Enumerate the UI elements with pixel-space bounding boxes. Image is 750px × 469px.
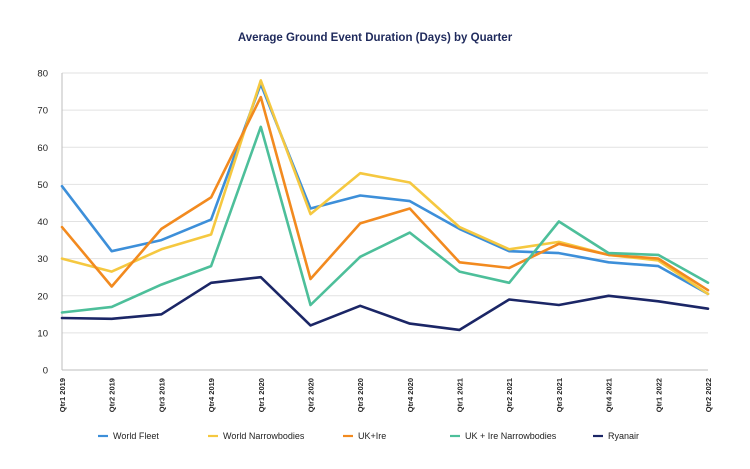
y-tick-label: 50 [37, 180, 48, 191]
x-tick-label: Qtr1 2022 [654, 378, 663, 412]
x-tick-label: Qtr1 2021 [456, 378, 465, 412]
x-tick-label: Qtr4 2019 [207, 378, 216, 412]
x-tick-label: Qtr2 2019 [108, 378, 117, 412]
x-tick-label: Qtr3 2020 [356, 378, 365, 412]
series-line-uk-ire-narrowbodies [60, 125, 710, 314]
x-tick-label: Qtr2 2022 [704, 378, 713, 412]
legend-label: UK + Ire Narrowbodies [465, 431, 557, 441]
x-tick-label: Qtr1 2019 [58, 378, 67, 412]
grid [61, 72, 708, 371]
series-line-ryanair [60, 275, 710, 332]
y-tick-label: 10 [37, 328, 48, 339]
legend-label: World Narrowbodies [223, 431, 305, 441]
legend: World Fleet World Narrowbodies UK+Ire UK + … [98, 431, 639, 441]
x-tick-label: Qtr2 2021 [505, 378, 514, 412]
y-tick-label: 30 [37, 254, 48, 265]
y-axis-ticks: 0 10 20 30 40 50 60 70 80 [37, 69, 48, 377]
x-axis-ticks: Qtr1 2019 Qtr2 2019 Qtr3 2019 Qtr4 2019 Qtr1… [58, 378, 713, 412]
x-tick-label: Qtr1 2020 [257, 378, 266, 412]
series-line-uk-ire [60, 95, 710, 292]
y-tick-label: 40 [37, 217, 48, 228]
x-tick-label: Qtr2 2020 [306, 378, 315, 412]
legend-label: World Fleet [113, 431, 159, 441]
y-tick-label: 60 [37, 143, 48, 154]
series-line-world-fleet [60, 82, 710, 296]
x-tick-label: Qtr4 2021 [605, 378, 614, 412]
y-tick-label: 80 [37, 69, 48, 80]
x-tick-label: Qtr3 2019 [157, 378, 166, 412]
series-lines [60, 79, 710, 332]
x-tick-label: Qtr4 2020 [406, 378, 415, 412]
x-tick-label: Qtr3 2021 [555, 378, 564, 412]
legend-label: Ryanair [608, 431, 639, 441]
y-tick-label: 20 [37, 291, 48, 302]
legend-label: UK+Ire [358, 431, 386, 441]
chart-title: Average Ground Event Duration (Days) by … [238, 32, 513, 44]
y-tick-label: 70 [37, 106, 48, 117]
y-tick-label: 0 [43, 366, 48, 377]
